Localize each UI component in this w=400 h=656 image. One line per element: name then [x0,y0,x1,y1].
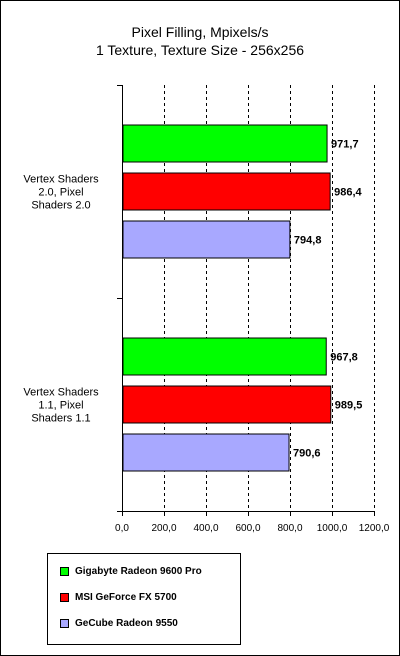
x-tick-label: 1200,0 [359,523,390,534]
data-label: 967,8 [330,352,358,364]
x-tick-labels: 0,0 200,0 400,0 600,0 800,0 1000,0 1200,0 [115,523,390,534]
bar [122,385,332,424]
legend-label: MSI GeForce FX 5700 [75,591,177,603]
chart-title-line: 1 Texture, Texture Size - 256x256 [96,42,304,58]
legend-label: GeCube Radeon 9550 [75,617,178,629]
data-label: 794,8 [294,235,322,247]
x-tick-label: 200,0 [151,523,176,534]
data-label: 986,4 [334,187,362,199]
legend-swatch [60,592,69,602]
x-tick-label: 1000,0 [317,523,348,534]
x-tick-label: 600,0 [235,523,260,534]
legend-item: Gigabyte Radeon 9600 Pro [60,564,202,578]
category-label-line: 2.0, Pixel [38,187,83,199]
data-label: 989,5 [335,400,363,412]
bar [122,337,327,376]
bars [122,124,332,472]
legend-item: GeCube Radeon 9550 [60,616,178,630]
legend-item: MSI GeForce FX 5700 [60,590,177,604]
value-labels: 971,7 986,4 794,8 967,8 989,5 790,6 [293,139,363,460]
bar [122,220,291,259]
bar [122,433,290,472]
category-label-line: Shaders 2.0 [31,200,90,212]
x-tick-label: 400,0 [193,523,218,534]
x-tick-label: 0,0 [115,523,129,534]
bar [122,124,328,163]
category-label-line: Vertex Shaders [23,174,99,186]
data-label: 971,7 [331,139,359,151]
legend-swatch [60,566,69,576]
x-tick-label: 800,0 [277,523,302,534]
legend-swatch [60,618,69,628]
category-label-line: Vertex Shaders [23,387,99,399]
legend-label: Gigabyte Radeon 9600 Pro [75,565,202,577]
data-label: 790,6 [293,448,321,460]
category-label-line: Shaders 1.1 [31,413,90,425]
category-label-line: 1.1, Pixel [38,400,83,412]
bar [122,172,331,211]
chart-title-line: Pixel Filling, Mpixels/s [132,24,269,40]
chart-title: Pixel Filling, Mpixels/s 1 Texture, Textu… [96,24,304,58]
legend: Gigabyte Radeon 9600 Pro MSI GeForce FX … [47,553,241,645]
